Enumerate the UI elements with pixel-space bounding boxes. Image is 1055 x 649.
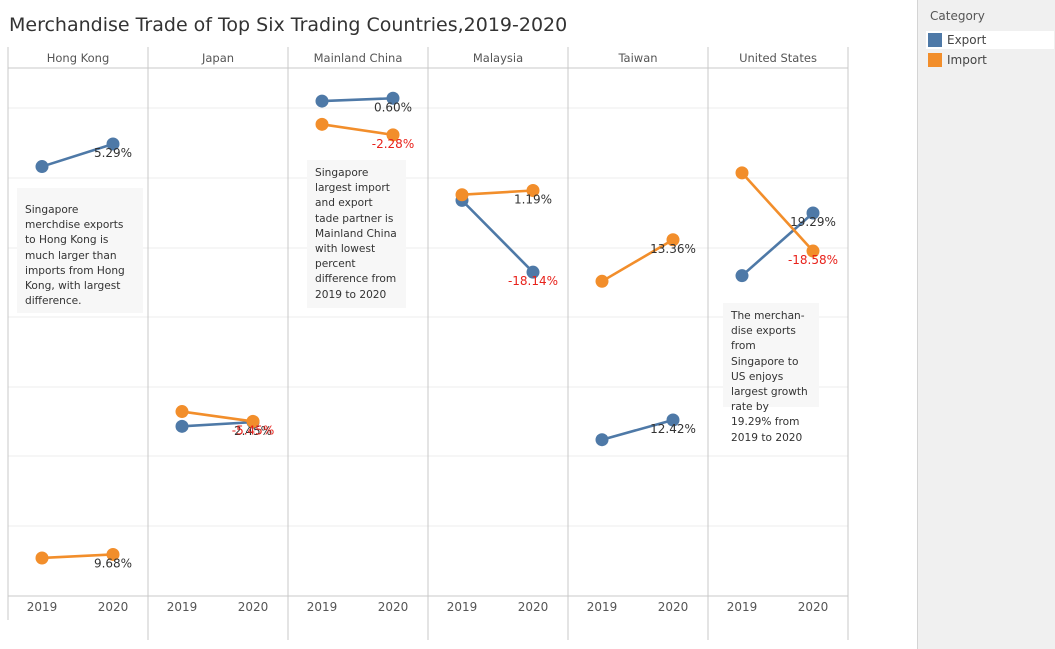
export-swatch [928, 33, 942, 47]
point-hong-kong-export-2019 [35, 160, 49, 174]
x-tick-malaysia-2019: 2019 [447, 600, 478, 614]
series-line-mainland-china-export [321, 96, 394, 103]
x-tick-taiwan-2020: 2020 [658, 600, 689, 614]
point-united-states-import-2020 [806, 244, 820, 258]
point-hong-kong-import-2019 [35, 551, 49, 565]
panel-label-mainland-china: Mainland China [314, 51, 403, 65]
series-line-hong-kong-import [41, 553, 114, 560]
note-united-states: The merchan-dise exports from Singapore … [723, 303, 819, 444]
panel-label-japan: Japan [201, 51, 234, 65]
data-label-united-states-import: -18.58% [788, 253, 838, 267]
series-line-hong-kong-export [41, 142, 114, 168]
point-mainland-china-export-2020 [386, 91, 400, 105]
series-line-malaysia-export [461, 199, 534, 274]
x-tick-malaysia-2020: 2020 [518, 600, 549, 614]
x-tick-hong-kong-2019: 2019 [27, 600, 58, 614]
point-hong-kong-import-2020 [106, 547, 120, 561]
series-line-taiwan-export [601, 418, 674, 441]
data-label-mainland-china-export: 0.60% [374, 100, 412, 114]
series-line-united-states-export [741, 212, 814, 277]
panel-label-taiwan: Taiwan [617, 51, 657, 65]
legend-item-export[interactable]: Export [926, 31, 1054, 49]
point-taiwan-export-2019 [595, 433, 609, 447]
data-label-japan-import: -5.45% [232, 423, 274, 437]
chart-title: Merchandise Trade of Top Six Trading Cou… [9, 14, 568, 36]
point-japan-export-2019 [175, 419, 189, 433]
data-label-united-states-export: 19.29% [790, 215, 836, 229]
x-tick-japan-2020: 2020 [238, 600, 269, 614]
data-label-taiwan-export: 12.42% [650, 422, 696, 436]
legend-panel: Category Export Import [917, 0, 1055, 649]
point-japan-import-2020 [246, 414, 260, 428]
x-tick-mainland-china-2019: 2019 [307, 600, 338, 614]
data-label-mainland-china-import: -2.28% [372, 137, 414, 151]
note-hong-kong: Singapore merchdise exports to Hong Kong… [17, 188, 143, 313]
point-taiwan-export-2020 [666, 413, 680, 427]
data-label-taiwan-import: 13.36% [650, 242, 696, 256]
data-label-malaysia-import: 1.19% [514, 192, 552, 206]
point-malaysia-export-2020 [526, 265, 540, 279]
point-united-states-export-2020 [806, 206, 820, 220]
x-tick-united-states-2019: 2019 [727, 600, 758, 614]
point-malaysia-import-2020 [526, 183, 540, 197]
legend-title: Category [930, 9, 985, 23]
data-label-hong-kong-export: 5.29% [94, 146, 132, 160]
data-label-malaysia-export: -18.14% [508, 274, 558, 288]
point-mainland-china-export-2019 [315, 94, 329, 108]
point-united-states-import-2019 [735, 166, 749, 180]
point-malaysia-import-2019 [455, 188, 469, 202]
legend-label-export: Export [947, 33, 987, 47]
legend-item-import[interactable]: Import [926, 51, 1054, 69]
series-line-mainland-china-import [321, 123, 394, 137]
series-line-malaysia-import [461, 189, 534, 197]
series-line-japan-import [181, 410, 254, 423]
series-line-japan-export [181, 420, 254, 428]
data-label-japan-export: 2.45% [234, 424, 272, 438]
point-mainland-china-import-2020 [386, 128, 400, 142]
x-tick-hong-kong-2020: 2020 [98, 600, 129, 614]
point-japan-import-2019 [175, 405, 189, 419]
series-line-taiwan-import [601, 238, 674, 283]
x-tick-united-states-2020: 2020 [798, 600, 829, 614]
panel-label-united-states: United States [739, 51, 817, 65]
x-tick-japan-2019: 2019 [167, 600, 198, 614]
point-taiwan-import-2020 [666, 233, 680, 247]
point-mainland-china-import-2019 [315, 117, 329, 131]
import-swatch [928, 53, 942, 67]
point-hong-kong-export-2020 [106, 137, 120, 151]
point-taiwan-import-2019 [595, 274, 609, 288]
note-mainland-china: Singapore largest import and export tade… [307, 160, 406, 308]
point-united-states-export-2019 [735, 269, 749, 283]
x-tick-taiwan-2019: 2019 [587, 600, 618, 614]
panel-label-hong-kong: Hong Kong [47, 51, 110, 65]
x-tick-mainland-china-2020: 2020 [378, 600, 409, 614]
panel-label-malaysia: Malaysia [473, 51, 523, 65]
data-label-hong-kong-import: 9.68% [94, 556, 132, 570]
legend-label-import: Import [947, 53, 987, 67]
series-line-united-states-import [741, 172, 814, 252]
trade-chart: Hong Kong 2019 2020 5.29% 9.68% Japan 2019 2020… [7, 47, 849, 640]
